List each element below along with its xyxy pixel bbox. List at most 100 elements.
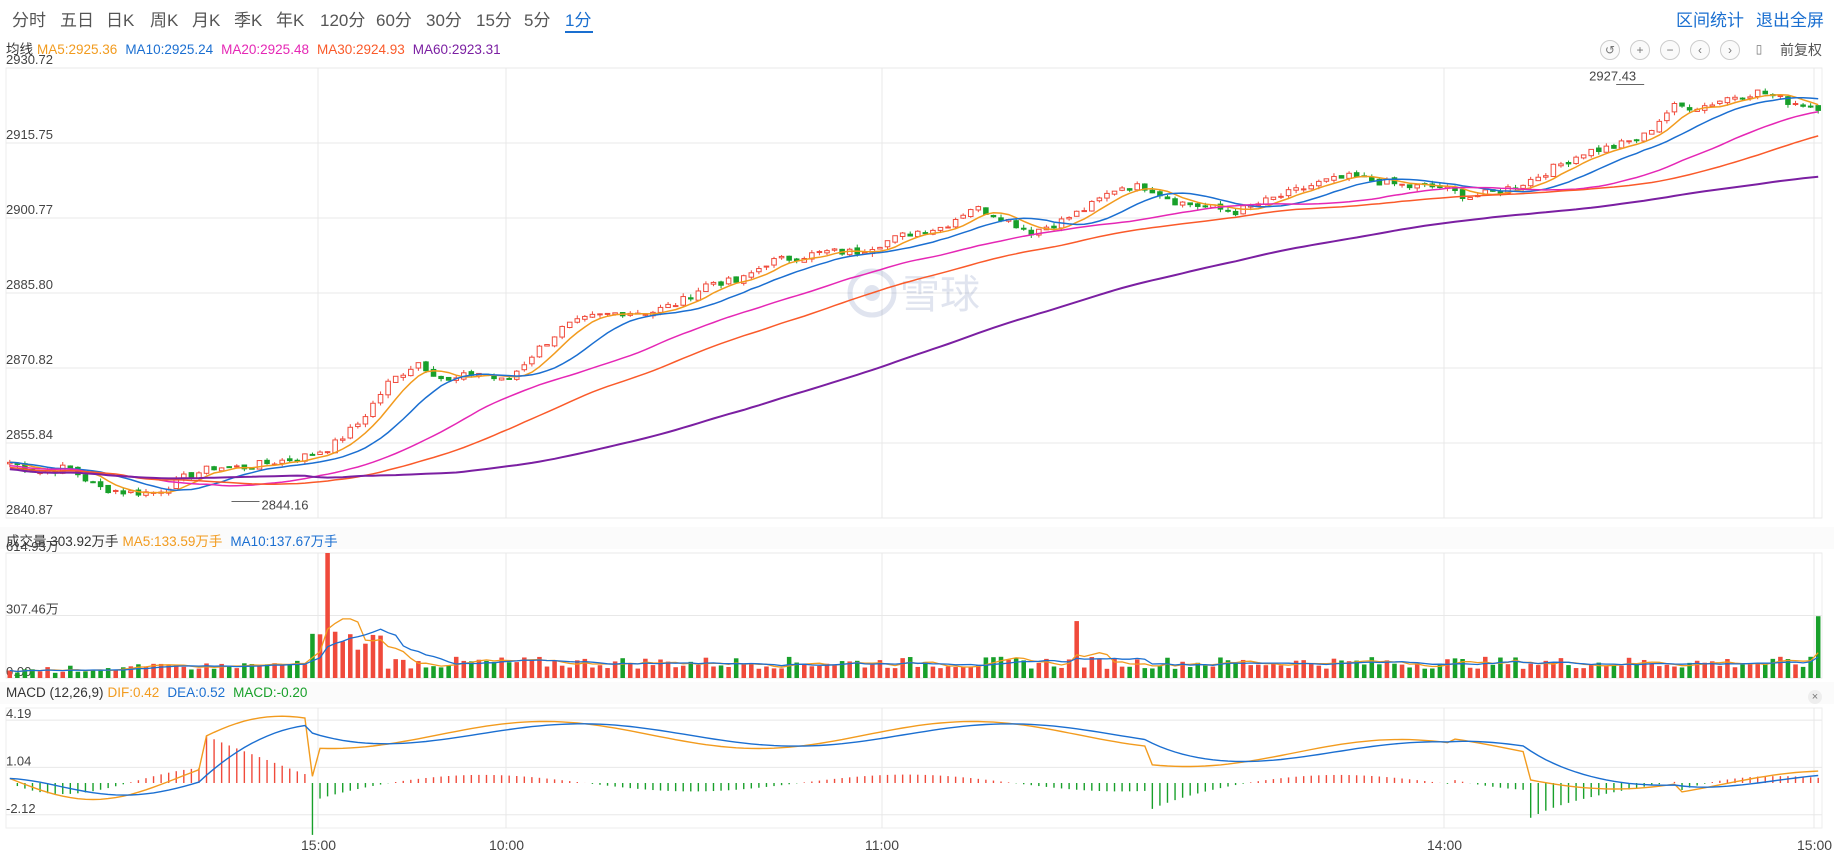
candle-body: [1709, 104, 1716, 107]
candle-body: [1164, 196, 1171, 200]
chevron-right-icon[interactable]: ›: [1720, 40, 1740, 60]
volume-bar: [1324, 668, 1329, 678]
volume-bar: [226, 665, 232, 678]
volume-bar: [764, 666, 769, 678]
volume-bar: [1460, 659, 1465, 678]
volume-bar: [529, 659, 535, 678]
volume-bar: [1505, 664, 1511, 678]
macd-legend: MACD (12,26,9) DIF:0.42 DEA:0.52 MACD:-0.20: [6, 685, 323, 700]
volume-bar: [1006, 659, 1011, 678]
candle-body: [1717, 100, 1723, 104]
tab-12[interactable]: 5分: [524, 11, 551, 30]
volume-bar: [945, 666, 951, 678]
candle-body: [748, 272, 755, 278]
macd-tick-label: 4.19: [6, 706, 31, 721]
tab-7[interactable]: 年K: [276, 11, 305, 30]
volume-bar: [786, 656, 792, 678]
candle-body: [1187, 202, 1193, 206]
volume-bar: [1762, 663, 1768, 678]
volume-bar: [1498, 657, 1503, 678]
tab-4[interactable]: 周K: [150, 11, 179, 30]
volume-bar: [1051, 666, 1057, 678]
volume-bar: [1407, 667, 1412, 678]
adjust-mode-button[interactable]: 前复权: [1780, 42, 1822, 58]
candle-icon[interactable]: ▯: [1755, 42, 1763, 56]
volume-bar: [400, 659, 406, 678]
candle-body: [1104, 192, 1110, 199]
interval-stats-link[interactable]: 区间统计: [1676, 11, 1744, 30]
tab-11[interactable]: 15分: [476, 11, 512, 30]
candle-body: [1013, 220, 1019, 229]
volume-bar: [506, 662, 512, 678]
volume-bar: [1566, 665, 1571, 678]
volume-bar: [923, 661, 928, 678]
chevron-left-icon[interactable]: ‹: [1690, 40, 1710, 60]
period-tabs: 分时 五日 日K 周K 月K 季K 年K 120分 60分 30分 15分 5分 1分: [0, 0, 1834, 36]
volume-legend-label: 成交量 303.92万手: [6, 534, 119, 549]
plus-icon[interactable]: +: [1630, 40, 1650, 60]
tab-3[interactable]: 日K: [106, 11, 135, 30]
candle-body: [544, 344, 550, 347]
tab-6[interactable]: 季K: [234, 11, 263, 30]
macd-legend-item: DEA:0.52: [167, 685, 226, 700]
candle-body: [937, 226, 944, 231]
volume-bar: [1687, 662, 1692, 678]
close-macd-icon[interactable]: ×: [1808, 690, 1822, 704]
volume-bar: [832, 665, 837, 678]
candle-body: [1800, 104, 1806, 107]
tab-10[interactable]: 30分: [426, 11, 462, 30]
candle-body: [317, 451, 323, 455]
tab-5[interactable]: 月K: [192, 11, 221, 30]
volume-bar: [1377, 664, 1382, 678]
candle-body: [521, 364, 528, 371]
candle-body: [1724, 97, 1731, 104]
volume-bar: [612, 661, 618, 678]
volume-bar: [522, 657, 527, 678]
volume-bar: [52, 672, 58, 678]
volume-bar: [408, 668, 414, 678]
candle-body: [355, 423, 361, 428]
volume-bar: [665, 661, 671, 678]
volume-bar: [1437, 663, 1443, 678]
candle-body: [506, 377, 512, 380]
volume-bar: [900, 658, 905, 678]
tab-8[interactable]: 120分: [320, 11, 366, 30]
candle-body: [120, 490, 127, 495]
volume-bar: [1248, 665, 1253, 678]
volume-bar: [1399, 664, 1405, 678]
tab-2[interactable]: 五日: [60, 11, 94, 30]
exit-fullscreen-link[interactable]: 退出全屏: [1756, 11, 1824, 30]
undo-icon[interactable]: ↺: [1600, 40, 1620, 60]
volume-bar: [854, 660, 860, 678]
volume-bar: [45, 667, 50, 678]
volume-bar: [1422, 668, 1428, 678]
price-tick-label: 2930.72: [6, 52, 53, 67]
candle-body: [922, 232, 929, 235]
volume-bar: [302, 664, 308, 678]
candle-body: [1081, 210, 1088, 213]
volume-bar: [938, 668, 943, 678]
candle-body: [718, 281, 724, 286]
candle-body: [566, 321, 573, 328]
candle-body: [771, 258, 777, 266]
candle-body: [1126, 188, 1133, 191]
candle-body: [559, 325, 565, 338]
volume-bar: [1066, 659, 1072, 678]
volume-bar: [749, 664, 754, 678]
tab-1[interactable]: 分时: [12, 11, 46, 30]
volume-bar: [711, 666, 716, 678]
candle-body: [1020, 227, 1027, 230]
volume-bar: [1384, 660, 1390, 678]
volume-bar: [181, 666, 187, 678]
volume-bar: [907, 657, 913, 678]
candle-body: [831, 248, 838, 251]
candle-body: [392, 375, 399, 383]
volume-bar: [1180, 661, 1185, 678]
candle-body: [1785, 96, 1791, 105]
tab-13[interactable]: 1分: [565, 11, 592, 30]
minus-icon[interactable]: −: [1660, 40, 1680, 60]
volume-bar: [1195, 662, 1201, 678]
tab-9[interactable]: 60分: [376, 11, 412, 30]
volume-bar: [1672, 666, 1677, 678]
